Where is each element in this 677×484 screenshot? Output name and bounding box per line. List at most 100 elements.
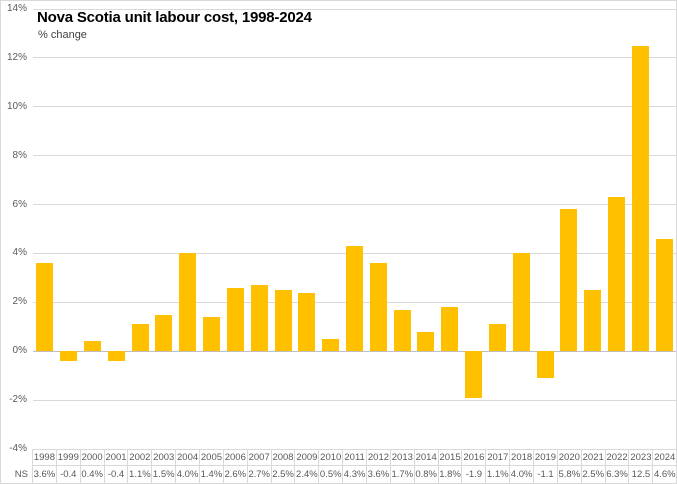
bar-2007 <box>250 285 268 352</box>
year-cell-2013: 2013 <box>390 449 415 466</box>
year-cell-2006: 2006 <box>223 449 248 466</box>
value-cell-2020: 5.8% <box>558 466 582 483</box>
year-cell-2014: 2014 <box>414 449 439 466</box>
value-cell-2007: 2.7% <box>248 466 272 483</box>
y-axis-label: 10% <box>6 100 27 112</box>
y-axis-label: 14% <box>6 3 27 14</box>
value-cell-2006: 2.6% <box>224 466 248 483</box>
y-axis-label: 12% <box>6 51 27 63</box>
y-axis-label: -2% <box>9 394 27 406</box>
value-cell-2005: 1.4% <box>200 466 224 483</box>
bar-2006 <box>226 287 244 352</box>
value-cell-2022: 6.3% <box>606 466 630 483</box>
year-cell-2020: 2020 <box>557 449 582 466</box>
bar-2022 <box>607 197 625 352</box>
value-cell-2018: 4.0% <box>510 466 535 483</box>
year-cell-2010: 2010 <box>319 449 344 466</box>
value-cell-2003: 1.5% <box>152 466 177 483</box>
bar-2003 <box>155 314 173 352</box>
year-cell-2022: 2022 <box>605 449 630 466</box>
year-cell-2012: 2012 <box>367 449 391 466</box>
value-cell-2008: 2.5% <box>272 466 296 483</box>
value-cell-2001: -0.4 <box>105 466 129 483</box>
value-cell-1998: 3.6% <box>33 466 57 483</box>
value-cell-2016: -1.9 <box>462 466 487 483</box>
bar-2005 <box>203 317 221 352</box>
year-cell-2001: 2001 <box>104 449 129 466</box>
value-cell-2015: 1.8% <box>439 466 463 483</box>
bar-2014 <box>417 331 435 352</box>
gridline <box>33 57 676 59</box>
y-axis-label: -4% <box>9 443 27 454</box>
bar-1998 <box>36 263 54 352</box>
bar-2013 <box>393 309 411 352</box>
year-cell-2017: 2017 <box>486 449 511 466</box>
year-cell-2004: 2004 <box>176 449 201 466</box>
gridline <box>33 8 676 10</box>
bar-2015 <box>441 307 459 352</box>
table-row-values: NS 3.6% -0.4 0.4% -0.4 1.1% 1.5% 4.0% 1.4% 2.6% 2.… <box>1 466 676 483</box>
value-cell-2000: 0.4% <box>81 466 105 483</box>
gridline <box>33 448 676 450</box>
chart-subtitle: % change <box>38 29 87 41</box>
year-cell-2016: 2016 <box>462 449 487 466</box>
value-cell-2014: 0.8% <box>415 466 439 483</box>
y-axis-label: 2% <box>12 296 27 308</box>
year-cell-2024: 2024 <box>653 449 676 466</box>
value-cell-2012: 3.6% <box>367 466 391 483</box>
value-cell-2023: 12.5 <box>629 466 654 483</box>
gridline <box>33 399 676 401</box>
bar-2024 <box>655 238 673 352</box>
value-cell-2002: 1.1% <box>128 466 153 483</box>
value-cell-2017: 1.1% <box>486 466 511 483</box>
chart-title: Nova Scotia unit labour cost, 1998-2024 <box>37 9 312 26</box>
y-axis-label: 0% <box>12 345 27 357</box>
bar-2010 <box>322 339 340 352</box>
year-cell-2003: 2003 <box>152 449 177 466</box>
value-cell-2021: 2.5% <box>582 466 606 483</box>
table-row-years: 1998 1999 2000 2001 2002 2003 2004 2005 2006 2007… <box>1 449 676 466</box>
gridline <box>33 106 676 108</box>
bar-2018 <box>512 253 530 352</box>
value-cell-2019: -1.1 <box>534 466 558 483</box>
bar-2009 <box>298 292 316 352</box>
year-cell-2019: 2019 <box>534 449 558 466</box>
bar-2020 <box>560 209 578 352</box>
zero-axis-line <box>33 350 676 352</box>
bar-2021 <box>584 290 602 352</box>
bar-2002 <box>131 324 149 352</box>
bar-2017 <box>488 324 506 352</box>
value-cell-1999: -0.4 <box>57 466 81 483</box>
year-cell-2002: 2002 <box>128 449 153 466</box>
year-cell-2007: 2007 <box>247 449 272 466</box>
bar-2012 <box>369 263 387 352</box>
y-axis-label: 4% <box>12 247 27 259</box>
year-cell-2008: 2008 <box>271 449 296 466</box>
bar-2019 <box>536 351 554 379</box>
bar-2016 <box>465 351 483 398</box>
year-cell-2021: 2021 <box>581 449 606 466</box>
year-cell-2018: 2018 <box>510 449 535 466</box>
gridline <box>33 155 676 157</box>
gridline <box>33 204 676 206</box>
year-cell-2000: 2000 <box>80 449 105 466</box>
year-cell-2009: 2009 <box>295 449 320 466</box>
value-cell-2004: 4.0% <box>176 466 201 483</box>
year-cell-2005: 2005 <box>200 449 224 466</box>
year-cell-1999: 1999 <box>56 449 81 466</box>
series-row-label: NS <box>1 466 33 483</box>
bar-2000 <box>84 341 102 352</box>
bar-1999 <box>60 351 78 361</box>
bar-2004 <box>179 253 197 352</box>
table-gutter <box>1 449 33 466</box>
y-axis-label: 6% <box>12 198 27 210</box>
y-axis-label: 8% <box>12 149 27 161</box>
year-cell-2023: 2023 <box>629 449 654 466</box>
value-cell-2013: 1.7% <box>391 466 415 483</box>
value-cell-2011: 4.3% <box>343 466 368 483</box>
bar-2001 <box>107 351 125 361</box>
bar-2008 <box>274 290 292 352</box>
value-cell-2010: 0.5% <box>319 466 344 483</box>
year-cell-2011: 2011 <box>343 449 368 466</box>
